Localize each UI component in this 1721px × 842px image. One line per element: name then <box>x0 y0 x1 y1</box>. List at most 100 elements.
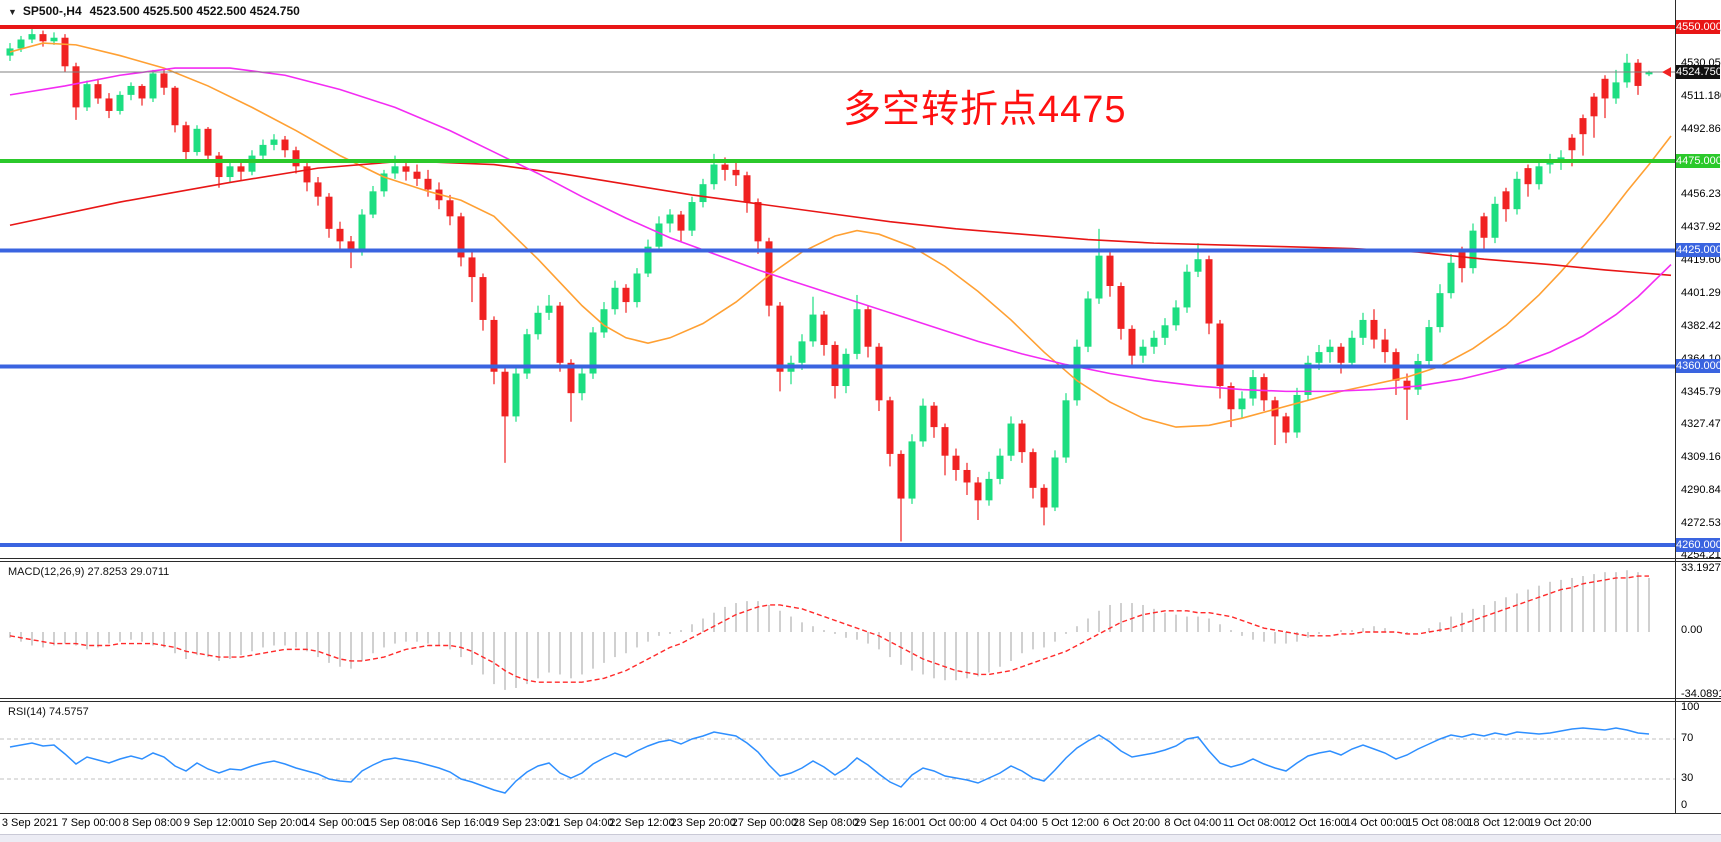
candle-body <box>1293 394 1301 433</box>
candle-body <box>1546 162 1554 165</box>
candle-body <box>347 241 355 253</box>
current-price-arrow-icon <box>1662 67 1671 78</box>
symbol-dropdown-icon[interactable]: ▼ <box>8 7 17 17</box>
candle-body <box>721 164 729 170</box>
time-axis-label: 19 Sep 23:00 <box>486 817 553 829</box>
time-axis-label: 10 Sep 20:00 <box>242 817 308 829</box>
candle-body <box>138 85 146 99</box>
candle-body <box>666 214 674 224</box>
candle-body <box>17 39 25 49</box>
candle-body <box>1458 250 1466 269</box>
chart-text-annotation[interactable]: 多空转折点4475 <box>843 89 1127 131</box>
candle-body <box>1029 452 1037 488</box>
price-axis-tick: 4290.845 <box>1681 483 1721 496</box>
candle-body <box>391 166 399 174</box>
candle-body <box>589 332 597 374</box>
candle-body <box>776 305 784 372</box>
candle-body <box>512 373 520 417</box>
candle-body <box>380 173 388 192</box>
candle-body <box>534 312 542 335</box>
time-axis-label: 23 Sep 20:00 <box>670 817 736 829</box>
macd-axis-zero: 0.00 <box>1681 624 1703 636</box>
panel-separator[interactable] <box>0 558 1721 559</box>
candle-body <box>974 482 982 501</box>
candle-body <box>1612 82 1620 99</box>
price-axis-tick: 4382.420 <box>1681 320 1721 333</box>
candle-body <box>545 305 553 313</box>
candle-body <box>369 191 377 215</box>
candle-body <box>1524 168 1532 185</box>
candle-body <box>1414 361 1422 390</box>
macd-axis-min: -34.0891 <box>1681 688 1721 700</box>
candle-body <box>985 478 993 501</box>
candle-body <box>1084 298 1092 347</box>
window-bottom-strip <box>0 834 1721 842</box>
candle-body <box>523 334 531 374</box>
candle-body <box>655 223 663 247</box>
time-axis-label: 11 Oct 08:00 <box>1222 817 1286 829</box>
candle-body <box>237 166 245 172</box>
panel-separator[interactable] <box>0 701 1721 702</box>
candle-body <box>578 373 586 394</box>
candle-body <box>457 216 465 258</box>
time-axis-label: 12 Oct 16:00 <box>1283 817 1347 829</box>
candle-body <box>1359 319 1367 338</box>
panel-separator[interactable] <box>0 561 1721 562</box>
candle-body <box>1348 337 1356 363</box>
candle-body <box>182 125 190 153</box>
candle-body <box>952 455 960 470</box>
ohlc-values-label: 4523.500 4525.500 4522.500 4524.750 <box>89 4 300 18</box>
panel-separator[interactable] <box>0 698 1721 699</box>
macd-signal-line <box>9 575 1649 683</box>
time-axis-label: 7 Sep 00:00 <box>61 817 121 829</box>
price-axis-tick: 4254.215 <box>1681 549 1721 562</box>
candle-body <box>677 214 685 231</box>
candle-body <box>1194 259 1202 272</box>
price-axis-tick: 4272.530 <box>1681 516 1721 529</box>
horizontal-lines-layer <box>0 25 1675 548</box>
candle-body <box>710 164 718 185</box>
candle-body <box>160 73 168 88</box>
candle-body <box>1117 286 1125 329</box>
candle-body <box>600 309 608 333</box>
macd-panel-label: MACD(12,26,9) 27.8253 29.0711 <box>8 566 170 578</box>
candle-body <box>644 246 652 274</box>
candle-body <box>1205 259 1213 324</box>
candle-body <box>1634 62 1642 86</box>
rsi-panel-chart[interactable] <box>0 702 1675 813</box>
candle-body <box>1260 377 1268 401</box>
candle-body <box>1249 377 1257 399</box>
price-axis-tick: 4327.475 <box>1681 418 1721 431</box>
rsi-axis-30: 30 <box>1681 772 1694 784</box>
price-axis-border <box>1675 0 1676 813</box>
time-axis-label: 14 Oct 00:00 <box>1344 817 1408 829</box>
candle-body <box>1062 400 1070 458</box>
price-badge-4260.000: 4260.000 <box>1676 538 1721 552</box>
candle-body <box>402 166 410 172</box>
candle-body <box>479 277 487 320</box>
candle-body <box>875 346 883 401</box>
candle-body <box>809 314 817 342</box>
candle-body <box>1447 262 1455 294</box>
candle-body <box>1480 216 1488 238</box>
candle-body <box>149 73 157 99</box>
price-axis-tick: 4456.235 <box>1681 188 1721 201</box>
candle-body <box>303 166 311 183</box>
candle-body <box>743 175 751 203</box>
candle-body <box>105 98 113 111</box>
ma-mid-red <box>9 160 1672 277</box>
candle-body <box>468 257 476 278</box>
candle-body <box>6 48 14 56</box>
time-axis-label: 14 Sep 00:00 <box>303 817 369 829</box>
macd-panel-chart[interactable] <box>0 562 1675 698</box>
candle-body <box>204 128 212 156</box>
candle-body <box>1238 398 1246 410</box>
time-axis-label: 18 Oct 12:00 <box>1467 817 1531 829</box>
candle-body <box>1106 255 1114 287</box>
time-axis-label: 8 Sep 08:00 <box>122 817 183 829</box>
main-price-chart[interactable] <box>0 0 1675 558</box>
time-axis-border <box>0 813 1721 814</box>
macd-histogram-layer <box>9 570 1650 690</box>
candle-body <box>1425 327 1433 362</box>
